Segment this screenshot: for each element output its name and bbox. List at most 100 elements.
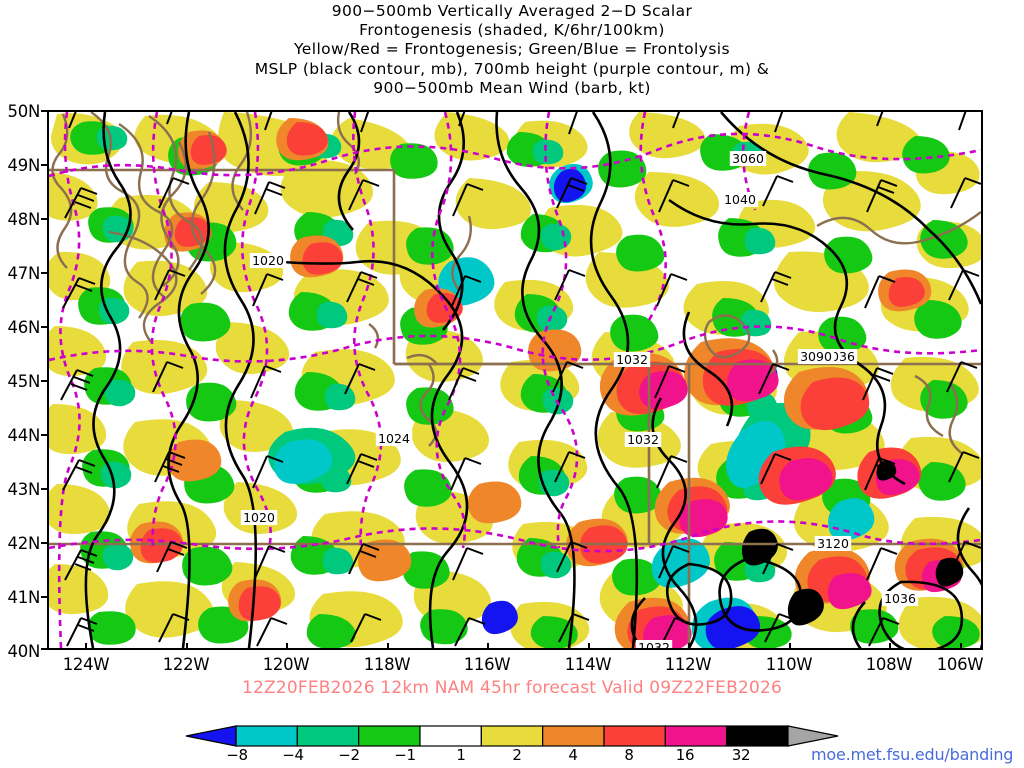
- title-line-4: MSLP (black contour, mb), 700mb height (…: [254, 59, 770, 78]
- contour-label-box: [375, 431, 413, 446]
- cb-label-4: 4: [568, 746, 578, 764]
- x-tick-106w: 106W: [936, 655, 984, 674]
- colorbar-underflow-arrow: [185, 725, 237, 747]
- contour-label-box: [721, 192, 759, 207]
- contour-label-700mb-height-3120-2: 3120: [817, 536, 849, 551]
- cb-label--1: −1: [394, 746, 416, 764]
- y-tickmark-48n: [41, 218, 48, 220]
- x-tickmark-110w: [789, 643, 791, 650]
- x-tick-118w: 118W: [363, 655, 411, 674]
- contour-label-mslp-1036-7: 1036: [884, 591, 916, 606]
- x-tick-114w: 114W: [564, 655, 612, 674]
- contour-label-mslp-1032-5: 1032: [638, 640, 670, 648]
- y-tickmark-49n: [41, 164, 48, 166]
- y-tickmark-44n: [41, 434, 48, 436]
- colorbar-overflow-arrow: [787, 725, 839, 747]
- colorbar-swatches: [185, 725, 839, 747]
- x-tickmark-108w: [889, 643, 891, 650]
- y-tickmark-45n: [41, 380, 48, 382]
- contour-label-box: [797, 349, 835, 364]
- cb-label-1: 1: [456, 746, 466, 764]
- x-tickmark-116w: [487, 643, 489, 650]
- x-tickmark-114w: [588, 643, 590, 650]
- contour-label-700mb-height-3060-0: 3060: [732, 151, 764, 166]
- y-tickmark-47n: [41, 272, 48, 274]
- y-tick-41n: 41N: [7, 588, 41, 607]
- y-tickmark-41n: [41, 596, 48, 598]
- contour-label-700mb-height-3090-1: 3090: [800, 349, 832, 364]
- contour-label-mslp-1040-8: 1040: [724, 192, 756, 207]
- colorbar-band-3: [419, 725, 482, 747]
- contour-label-mslp-1020-1: 1020: [243, 510, 275, 525]
- x-tick-124w: 124W: [62, 655, 110, 674]
- colorbar-band-0: [235, 725, 298, 747]
- y-tickmark-43n: [41, 488, 48, 490]
- y-tickmark-46n: [41, 326, 48, 328]
- cb-label-32: 32: [731, 746, 751, 764]
- y-tickmark-50n: [41, 110, 48, 112]
- colorbar: −8 −4 −2 −1 1 2 4 8 16 32: [160, 724, 864, 768]
- x-tick-110w: 110W: [765, 655, 813, 674]
- y-tick-50n: 50N: [7, 102, 41, 121]
- colorbar-band-2: [358, 725, 421, 747]
- contour-label-box: [729, 151, 767, 166]
- colorbar-band-4: [480, 725, 544, 747]
- contour-label-box: [814, 536, 852, 551]
- x-tickmark-120w: [286, 643, 288, 650]
- y-tick-45n: 45N: [7, 372, 41, 391]
- x-tickmark-106w: [960, 643, 962, 650]
- cb-label--8: −8: [226, 746, 248, 764]
- contour-label-box: [249, 253, 287, 268]
- map-plot-area: 1020 1020 1024 1032 1032 1032 1036 1036 1040 3060…: [47, 110, 983, 650]
- title-line-5: 900−500mb Mean Wind (barb, kt): [373, 78, 651, 97]
- title-line-2: Frontogenesis (shaded, K/6hr/100km): [359, 21, 665, 40]
- mslp-contour-lines: [84, 112, 981, 648]
- x-tick-120w: 120W: [262, 655, 310, 674]
- x-tickmark-122w: [186, 643, 188, 650]
- contour-value-labels: 1020102010241032103210321036103610403060…: [240, 151, 919, 648]
- contour-label-mslp-1024-2: 1024: [378, 431, 410, 446]
- x-tickmark-118w: [387, 643, 389, 650]
- y-tick-46n: 46N: [7, 318, 41, 337]
- title-line-3: Yellow/Red = Frontogenesis; Green/Blue =…: [294, 40, 730, 59]
- contour-label-box: [613, 352, 651, 367]
- x-tickmark-124w: [85, 643, 87, 650]
- y-tick-44n: 44N: [7, 426, 41, 445]
- title-line-1: 900−500mb Vertically Averaged 2−D Scalar: [331, 2, 693, 20]
- cb-label-8: 8: [624, 746, 634, 764]
- x-tick-116w: 116W: [463, 655, 511, 674]
- y-tick-43n: 43N: [7, 480, 41, 499]
- credit-link[interactable]: moe.met.fsu.edu/banding: [811, 745, 1014, 764]
- wind-barb-group: [60, 112, 981, 647]
- cb-label--2: −2: [338, 746, 360, 764]
- x-tick-108w: 108W: [865, 655, 913, 674]
- cb-label-16: 16: [675, 746, 695, 764]
- colorbar-band-7: [664, 725, 728, 747]
- coastline-river-lines: [51, 112, 981, 455]
- y-tick-42n: 42N: [7, 534, 41, 553]
- contour-label-box: [240, 510, 278, 525]
- height-contour-lines: [49, 112, 981, 648]
- y-tickmark-40n: [41, 648, 48, 650]
- colorbar-band-6: [603, 725, 666, 747]
- y-tickmark-42n: [41, 542, 48, 544]
- contour-label-box: [881, 591, 919, 606]
- contour-label-mslp-1032-4: 1032: [627, 432, 659, 447]
- x-tick-122w: 122W: [162, 655, 210, 674]
- contour-label-mslp-1020-0: 1020: [252, 253, 284, 268]
- x-tickmark-112w: [688, 643, 690, 650]
- y-tick-48n: 48N: [7, 210, 41, 229]
- colorbar-band-8: [726, 725, 789, 747]
- chart-title-block: 900−500mb Vertically Averaged 2−D Scalar…: [0, 2, 1024, 98]
- forecast-caption: 12Z20FEB2026 12km NAM 45hr forecast Vali…: [241, 678, 783, 698]
- contour-label-box: [624, 432, 662, 447]
- contour-label-box: [635, 640, 673, 648]
- colorbar-band-5: [542, 725, 605, 747]
- cb-label-2: 2: [512, 746, 522, 764]
- contour-label-mslp-1032-3: 1032: [616, 352, 648, 367]
- cb-label--4: −4: [282, 746, 304, 764]
- y-tick-47n: 47N: [7, 264, 41, 283]
- frontogenesis-map: 1020102010241032103210321036103610403060…: [49, 112, 981, 648]
- y-tick-40n: 40N: [7, 642, 41, 661]
